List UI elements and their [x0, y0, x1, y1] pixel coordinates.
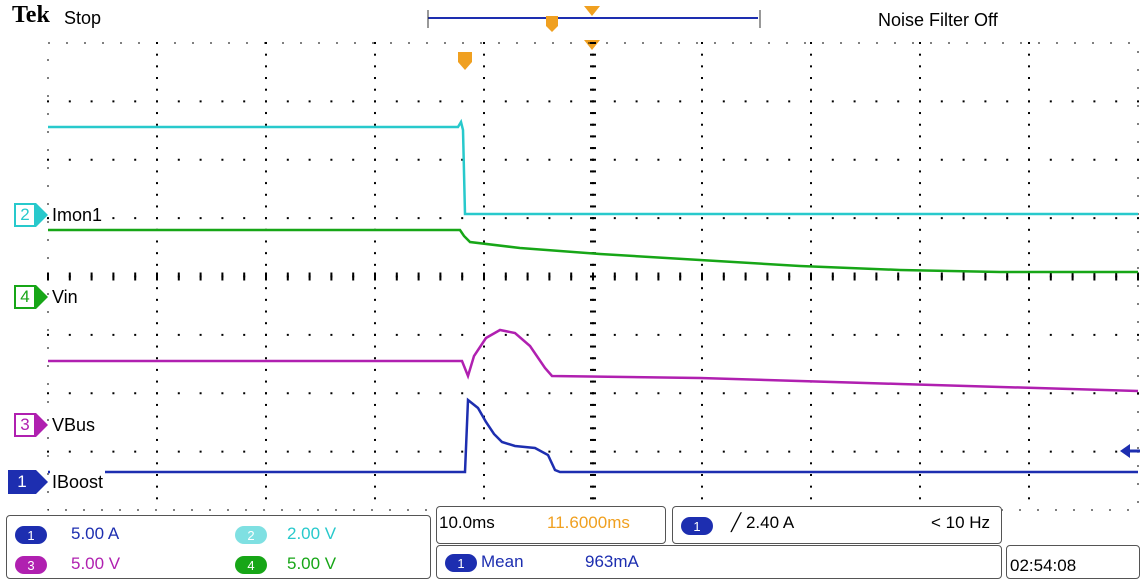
- ch1-marker[interactable]: 1: [8, 470, 36, 494]
- timebase-panel[interactable]: 10.0ms 11.6000ms: [436, 506, 666, 544]
- time-reference-icon[interactable]: [458, 52, 472, 70]
- ch3-marker[interactable]: 3: [14, 413, 36, 437]
- record-overview[interactable]: [427, 6, 761, 32]
- ch4-scale: 5.00 V: [287, 554, 337, 573]
- time-position: 11.6000ms: [547, 513, 630, 532]
- trigger-source-badge[interactable]: 1: [681, 517, 713, 535]
- ch3-marker-tip-icon: [36, 413, 48, 437]
- ch1-scale: 5.00 A: [71, 524, 120, 543]
- trigger-panel[interactable]: 1 ╱ 2.40 A < 10 Hz: [672, 506, 1002, 544]
- ch2-label: Imon1: [50, 203, 105, 227]
- ch1-trace: [48, 397, 1138, 474]
- brand-logo: Tek: [12, 2, 50, 28]
- traces: [48, 118, 1139, 474]
- ch4-trace: [48, 228, 1138, 274]
- acquisition-status[interactable]: Stop: [64, 8, 102, 28]
- measurement-panel[interactable]: 1 Mean 963mA: [436, 545, 1002, 579]
- ch4-marker-tip-icon: [36, 285, 48, 309]
- trigger-level-icon[interactable]: [1120, 444, 1130, 458]
- clock: 02:54:08: [1010, 556, 1077, 575]
- ch3-label: VBus: [50, 413, 98, 437]
- ch2-trace: [48, 118, 1138, 216]
- clock-panel: [1006, 545, 1140, 579]
- vertical-scale-panel[interactable]: 1 5.00 A 2 2.00 V 3 5.00 V 4 5.00 V: [6, 515, 431, 579]
- graticule: [47, 42, 1139, 511]
- ch2-scale: 2.00 V: [287, 524, 337, 543]
- ch2-marker-tip-icon: [36, 203, 48, 227]
- ch3-scale-badge[interactable]: 3: [15, 556, 47, 574]
- trigger-frequency: < 10 Hz: [931, 513, 991, 532]
- ch4-label: Vin: [50, 285, 80, 309]
- trigger-level: ╱ 2.40 A: [731, 513, 795, 532]
- ch1-label: IBoost: [50, 470, 106, 494]
- trigger-position-icon: [584, 6, 600, 16]
- ch1-marker-tip-icon: [36, 470, 48, 494]
- ch4-scale-badge[interactable]: 4: [235, 556, 267, 574]
- ch1-scale-badge[interactable]: 1: [15, 526, 47, 544]
- ch2-scale-badge[interactable]: 2: [235, 526, 267, 544]
- ch2-marker[interactable]: 2: [14, 203, 36, 227]
- expansion-point-icon: [546, 16, 558, 32]
- noise-filter-status[interactable]: Noise Filter Off: [878, 10, 998, 30]
- measurement-name: Mean: [481, 552, 524, 571]
- time-per-div: 10.0ms: [439, 513, 495, 532]
- ch3-scale: 5.00 V: [71, 554, 121, 573]
- measurement-value: 963mA: [585, 552, 639, 571]
- ch3-trace: [48, 328, 1139, 393]
- measurement-source-badge[interactable]: 1: [445, 554, 477, 572]
- trigger-marker-icon[interactable]: [584, 40, 600, 50]
- ch4-marker[interactable]: 4: [14, 285, 36, 309]
